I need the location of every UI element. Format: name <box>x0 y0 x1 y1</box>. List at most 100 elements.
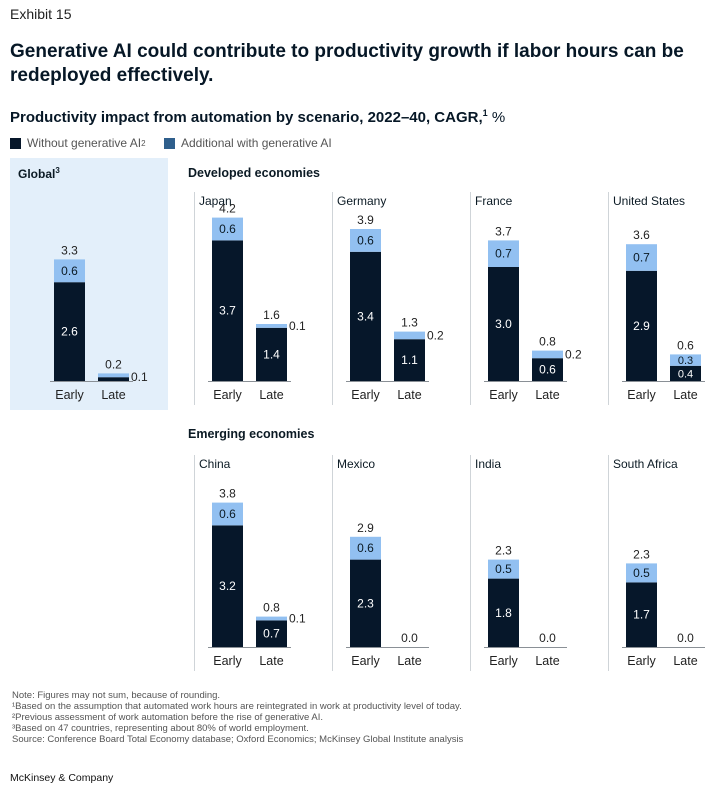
category-label-mexico-early: Early <box>351 654 380 668</box>
label-additional-france-late: 0.2 <box>565 347 582 361</box>
category-label-mexico-late: Late <box>397 654 421 668</box>
category-label-germany-late: Late <box>397 388 421 402</box>
label-total-germany-early: 3.9 <box>357 213 374 227</box>
label-additional-india-early: 0.5 <box>495 562 512 576</box>
label-additional-global-late: 0.1 <box>131 370 148 384</box>
category-label-south-africa-late: Late <box>673 654 697 668</box>
label-total-japan-late: 1.6 <box>263 308 280 322</box>
footnote-1: ¹Based on the assumption that automated … <box>12 701 462 712</box>
label-base-china-early: 3.2 <box>219 579 236 593</box>
panel-divider <box>470 192 471 405</box>
footnotes: Note: Figures may not sum, because of ro… <box>12 690 463 745</box>
panel-title-germany: Germany <box>337 194 387 208</box>
panel-divider <box>608 455 609 671</box>
label-base-china-late: 0.7 <box>263 627 280 641</box>
bar-additional-mexico-early <box>350 536 381 560</box>
panel-title-france: France <box>475 194 513 208</box>
bar-base-japan-early <box>212 240 243 381</box>
label-additional-japan-late: 0.1 <box>289 319 306 333</box>
subtitle-unit: % <box>487 109 506 126</box>
label-base-france-early: 3.0 <box>495 317 512 331</box>
global-panel-title: Global3 <box>18 166 60 181</box>
label-total-india-late: 0.0 <box>539 631 556 645</box>
subtitle-text: Productivity impact from automation by s… <box>10 109 483 126</box>
bar-base-china-early <box>212 525 243 647</box>
label-base-japan-early: 3.7 <box>219 304 236 318</box>
label-total-global-late: 0.2 <box>105 357 122 371</box>
panel-divider <box>608 192 609 405</box>
legend-item-additional-genai: Additional with generative AI <box>164 136 332 150</box>
global-panel-title-text: Global <box>18 167 56 181</box>
footnote-source: Source: Conference Board Total Economy d… <box>12 734 464 745</box>
exhibit-label: Exhibit 15 <box>10 6 72 22</box>
category-label-india-early: Early <box>489 654 518 668</box>
label-additional-france-early: 0.7 <box>495 247 512 261</box>
brand-footer: McKinsey & Company <box>10 772 114 784</box>
bar-additional-south-africa-early <box>626 563 657 583</box>
label-base-mexico-early: 2.3 <box>357 596 374 610</box>
panel-divider <box>194 192 195 405</box>
label-base-global-early: 2.6 <box>61 325 78 339</box>
bar-additional-germany-late <box>394 331 425 340</box>
chart-canvas: 2.6 0.6 3.3 Early 0.2 0.1 Late 3.7 0.6 4.2 Early 1.… <box>50 202 705 668</box>
label-base-germany-early: 3.4 <box>357 309 374 323</box>
category-label-south-africa-early: Early <box>627 654 656 668</box>
bar-base-germany-late <box>394 339 425 381</box>
label-total-south-africa-early: 2.3 <box>633 547 650 561</box>
bar-base-germany-early <box>350 251 381 381</box>
category-label-india-late: Late <box>535 654 559 668</box>
panel-title-south-africa: South Africa <box>613 457 678 471</box>
panel-divider <box>470 455 471 671</box>
category-label-global-late: Late <box>101 388 125 402</box>
label-total-china-late: 0.8 <box>263 601 280 615</box>
footnote-3: ³Based on 47 countries, representing abo… <box>12 723 309 734</box>
panel-divider <box>332 192 333 405</box>
label-additional-united-states-early: 0.7 <box>633 251 650 265</box>
legend-label-without-genai: Without generative AI <box>27 136 142 150</box>
bar-base-united-states-late <box>670 365 701 381</box>
label-additional-japan-early: 0.6 <box>219 222 236 236</box>
bar-base-global-early <box>54 282 85 381</box>
label-additional-south-africa-early: 0.5 <box>633 566 650 580</box>
panel-title-mexico: Mexico <box>337 457 376 471</box>
bar-additional-india-early <box>488 559 519 579</box>
label-base-south-africa-early: 1.7 <box>633 608 650 622</box>
bar-additional-global-late <box>98 373 129 378</box>
bar-additional-japan-early <box>212 217 243 241</box>
label-total-germany-late: 1.3 <box>401 316 418 330</box>
category-label-france-late: Late <box>535 388 559 402</box>
headline: Generative AI could contribute to produc… <box>10 41 684 86</box>
legend-item-without-genai: Without generative AI 2 <box>10 136 146 150</box>
label-total-india-early: 2.3 <box>495 544 512 558</box>
section-title-emerging: Emerging economies <box>188 427 315 441</box>
category-label-germany-early: Early <box>351 388 380 402</box>
panel-title-japan: Japan <box>199 194 232 208</box>
legend-swatch-additional-genai <box>164 137 175 149</box>
legend-footnote-mark: 2 <box>141 138 146 148</box>
label-total-china-early: 3.8 <box>219 487 236 501</box>
category-label-china-late: Late <box>259 654 283 668</box>
label-base-united-states-early: 2.9 <box>633 319 650 333</box>
global-panel-background <box>10 158 168 410</box>
bar-additional-china-early <box>212 502 243 526</box>
chart-subtitle: Productivity impact from automation by s… <box>10 108 505 126</box>
label-additional-global-early: 0.6 <box>61 264 78 278</box>
label-total-mexico-late: 0.0 <box>401 631 418 645</box>
legend-label-additional-genai: Additional with generative AI <box>181 136 332 150</box>
bar-base-united-states-early <box>626 270 657 381</box>
category-label-china-early: Early <box>213 654 242 668</box>
label-base-united-states-late: 0.4 <box>678 368 693 380</box>
bar-additional-france-early <box>488 240 519 267</box>
category-label-france-early: Early <box>489 388 518 402</box>
label-additional-germany-early: 0.6 <box>357 233 374 247</box>
bar-base-global-late <box>98 377 129 381</box>
label-additional-united-states-late: 0.3 <box>678 355 693 367</box>
category-label-united-states-early: Early <box>627 388 656 402</box>
label-total-france-early: 3.7 <box>495 224 512 238</box>
bar-additional-china-late <box>256 616 287 621</box>
label-total-united-states-late: 0.6 <box>677 338 694 352</box>
footnote-2: ²Previous assessment of work automation … <box>12 712 324 723</box>
label-total-japan-early: 4.2 <box>219 202 236 216</box>
label-total-united-states-early: 3.6 <box>633 228 650 242</box>
label-additional-china-late: 0.1 <box>289 612 306 626</box>
